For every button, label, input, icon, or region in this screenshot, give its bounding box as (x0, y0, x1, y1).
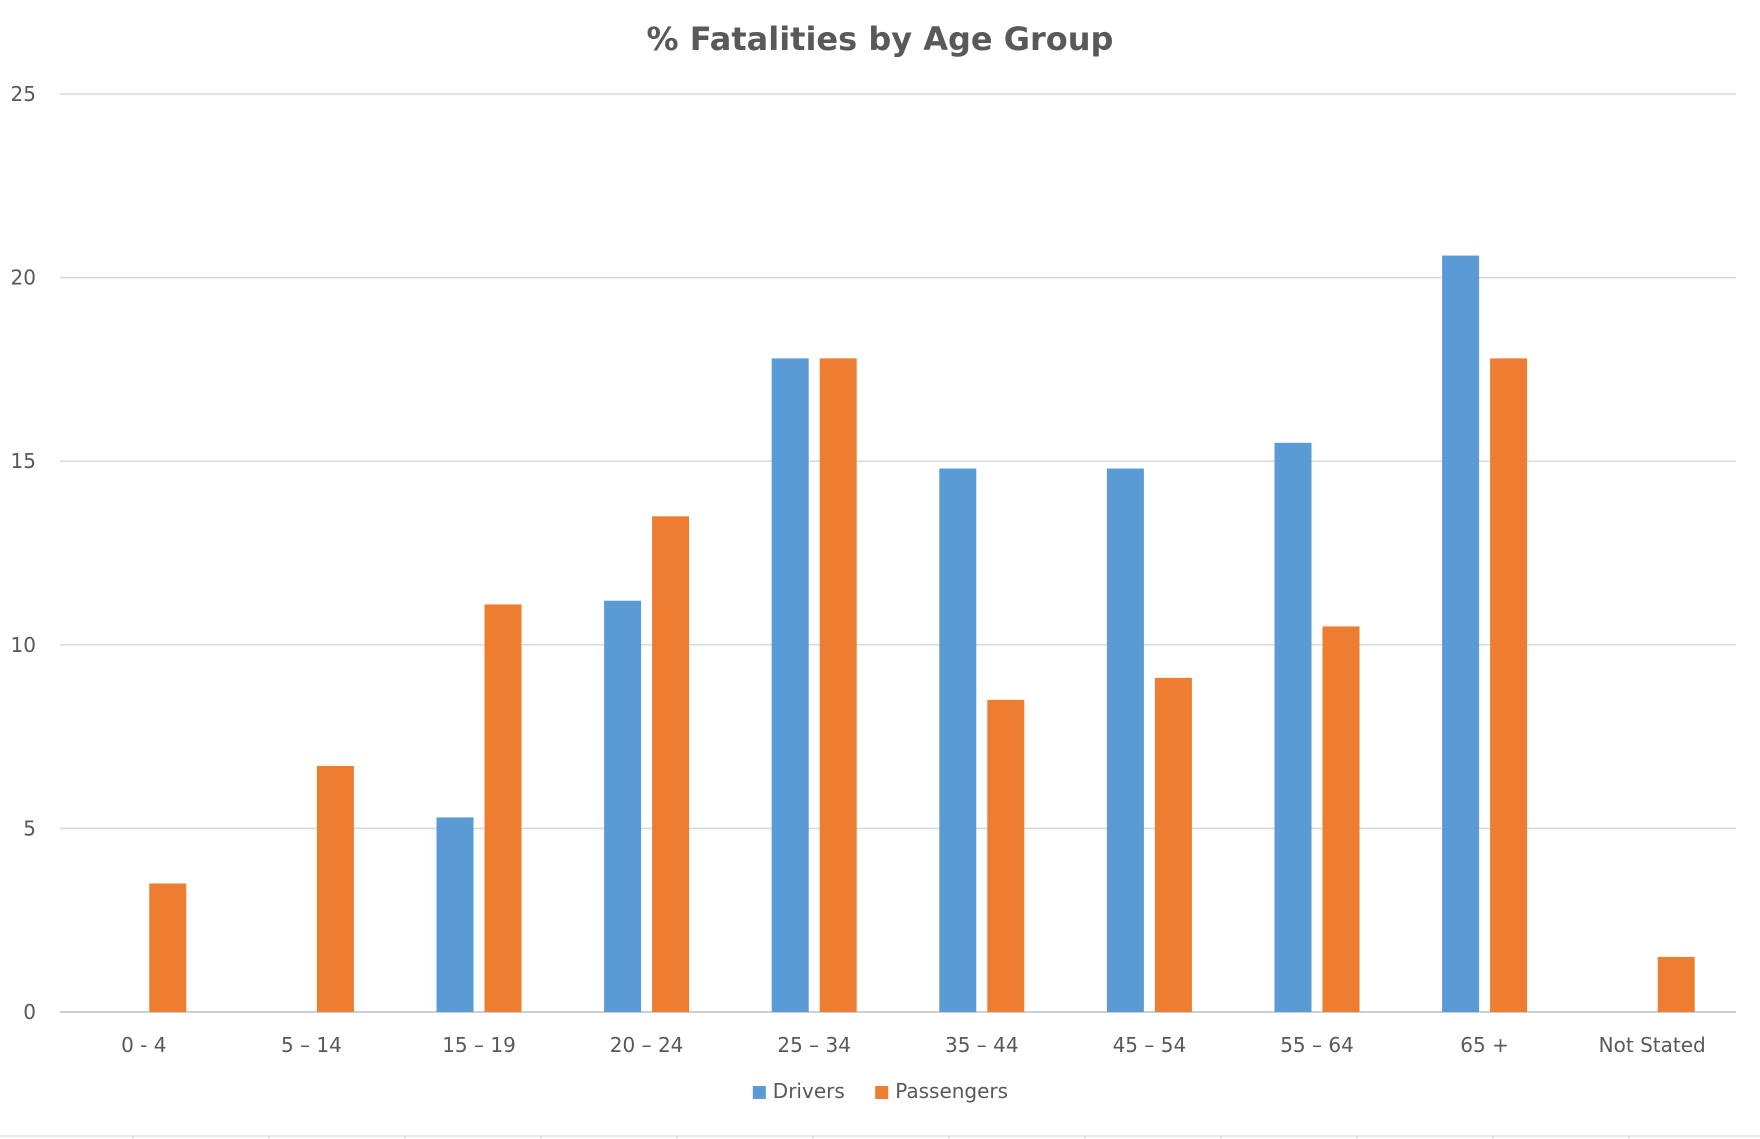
y-tick-label: 0 (23, 1000, 36, 1024)
bar-passengers-5 (987, 699, 1025, 1012)
bar-drivers-5 (939, 468, 977, 1012)
gridlines (60, 93, 1736, 1013)
x-tick-label: 45 – 54 (1113, 1033, 1187, 1057)
y-tick-label: 15 (11, 449, 36, 473)
legend-swatch-passengers (875, 1086, 889, 1099)
y-axis-ticks: 0 5 10 15 20 25 (11, 82, 36, 1024)
legend: Drivers Passengers (752, 1079, 1008, 1103)
bar-passengers-3 (652, 516, 690, 1012)
bar-drivers-4 (771, 358, 809, 1012)
bar-passengers-7 (1322, 626, 1360, 1012)
y-tick-label: 20 (11, 266, 36, 290)
bar-drivers-7 (1274, 442, 1312, 1013)
bar-drivers-6 (1106, 468, 1144, 1012)
x-tick-label: 65 + (1460, 1033, 1509, 1057)
y-tick-label: 5 (23, 816, 36, 840)
chart-title: % Fatalities by Age Group (647, 20, 1114, 58)
bar-passengers-2 (484, 604, 522, 1012)
x-tick-label: Not Stated (1599, 1033, 1706, 1057)
x-tick-label: 5 – 14 (281, 1033, 342, 1057)
bar-passengers-4 (819, 358, 857, 1012)
bar-passengers-1 (316, 765, 354, 1012)
x-tick-label: 0 - 4 (121, 1033, 166, 1057)
x-tick-label: 20 – 24 (610, 1033, 684, 1057)
bars (149, 255, 1695, 1013)
bar-passengers-0 (149, 883, 187, 1012)
y-tick-label: 10 (11, 633, 36, 657)
legend-swatch-drivers (752, 1086, 766, 1099)
x-tick-label: 55 – 64 (1280, 1033, 1354, 1057)
legend-label-passengers: Passengers (895, 1079, 1008, 1103)
bar-drivers-3 (604, 600, 642, 1012)
bar-passengers-8 (1490, 358, 1528, 1012)
x-tick-label: 15 – 19 (442, 1033, 516, 1057)
bar-passengers-6 (1154, 677, 1192, 1012)
y-tick-label: 25 (11, 82, 36, 106)
legend-label-drivers: Drivers (773, 1079, 845, 1103)
bar-drivers-8 (1442, 255, 1480, 1012)
bar-drivers-2 (436, 817, 474, 1012)
x-tick-label: 25 – 34 (777, 1033, 851, 1057)
x-axis-ticks: 0 - 4 5 – 14 15 – 19 20 – 24 25 – 34 35 – 44 4… (121, 1033, 1706, 1057)
x-tick-label: 35 – 44 (945, 1033, 1019, 1057)
bar-passengers-9 (1657, 956, 1695, 1012)
